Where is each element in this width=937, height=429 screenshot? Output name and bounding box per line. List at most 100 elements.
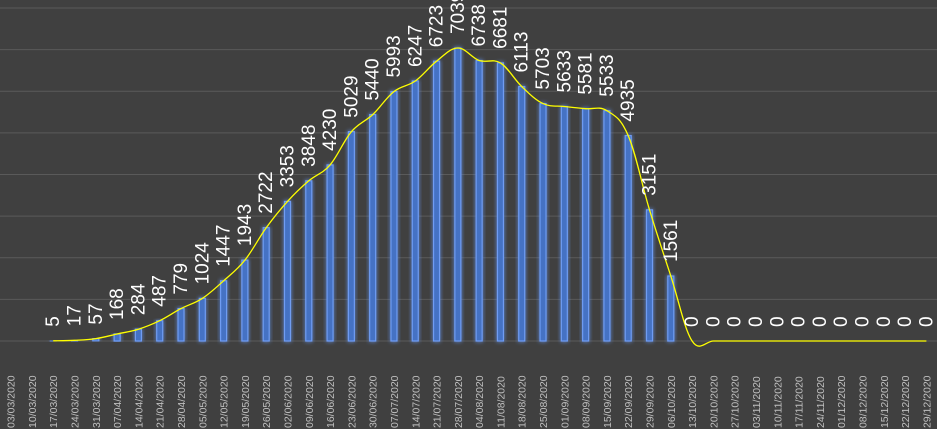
- x-tick-label: 07/07/2020: [389, 375, 401, 428]
- x-tick-label: 11/08/2020: [495, 376, 507, 428]
- data-label: 6247: [405, 25, 426, 67]
- x-tick-label: 03/03/2020: [6, 375, 18, 428]
- x-tick-label: 21/07/2020: [432, 375, 444, 428]
- data-label: 3353: [278, 145, 299, 187]
- x-tick-label: 31/03/2020: [91, 375, 103, 428]
- bar: [390, 90, 398, 342]
- x-tick-label: 10/11/2020: [772, 376, 784, 428]
- x-tick-label: 27/10/2020: [730, 375, 742, 428]
- bars: [49, 47, 675, 342]
- data-label: 5533: [597, 54, 618, 96]
- bar: [177, 307, 185, 342]
- bar: [454, 47, 462, 342]
- x-tick-label: 20/10/2020: [708, 375, 720, 428]
- data-label: 5581: [576, 52, 597, 94]
- data-label: 4935: [618, 79, 639, 121]
- bar: [134, 328, 143, 342]
- bar: [283, 200, 292, 342]
- x-tick-label: 06/10/2020: [666, 375, 678, 428]
- x-tick-label: 09/06/2020: [304, 375, 316, 428]
- data-label: 6113: [512, 32, 533, 73]
- data-label: 17: [64, 305, 85, 326]
- data-label: 779: [171, 263, 192, 295]
- bar: [198, 297, 206, 342]
- data-label: 0: [682, 316, 703, 327]
- bar: [156, 320, 164, 342]
- x-tick-label: 24/03/2020: [70, 375, 82, 428]
- x-tick-label: 22/12/2020: [900, 375, 912, 428]
- x-tick-label: 28/07/2020: [453, 375, 465, 428]
- data-label: 0: [831, 316, 852, 327]
- x-tick-label: 26/05/2020: [261, 375, 273, 428]
- x-tick-label: 08/12/2020: [858, 375, 870, 428]
- data-label: 4230: [320, 109, 341, 151]
- data-label: 284: [128, 283, 149, 315]
- x-tick-label: 24/11/2020: [815, 376, 827, 428]
- x-tick-label: 23/06/2020: [346, 375, 358, 428]
- bar: [582, 108, 590, 342]
- data-label: 5440: [363, 58, 384, 100]
- x-tick-label: 01/09/2020: [559, 375, 571, 428]
- bar: [241, 259, 249, 342]
- bar: [411, 80, 419, 342]
- x-tick-label: 21/04/2020: [155, 375, 167, 428]
- data-label: 6738: [469, 4, 490, 46]
- bar: [475, 59, 483, 342]
- bar: [220, 280, 228, 342]
- trend-line: [53, 47, 927, 347]
- bar: [518, 85, 526, 342]
- x-tick-label: 25/08/2020: [538, 375, 550, 428]
- bar: [624, 134, 632, 342]
- x-tick-label: 14/07/2020: [410, 375, 422, 428]
- x-tick-label: 10/03/2020: [27, 375, 39, 428]
- bar: [539, 103, 547, 342]
- x-tick-label: 29/12/2020: [921, 375, 933, 428]
- data-label: 57: [86, 303, 107, 324]
- data-label: 5633: [554, 50, 575, 92]
- bar: [645, 209, 654, 342]
- data-label: 7039: [448, 0, 469, 34]
- trend-line-group: [53, 47, 927, 347]
- gridlines: [0, 7, 937, 342]
- x-tick-label: 14/04/2020: [133, 375, 145, 428]
- bar: [305, 180, 313, 342]
- bar: [326, 164, 334, 342]
- x-tick-label: 08/09/2020: [581, 375, 593, 428]
- data-label: 1024: [192, 242, 213, 285]
- x-tick-label: 01/12/2020: [836, 375, 848, 428]
- x-tick-label: 04/08/2020: [474, 375, 486, 428]
- bar: [667, 275, 675, 342]
- bar: [369, 113, 377, 342]
- x-tick-label: 05/05/2020: [197, 375, 209, 428]
- x-tick-label: 17/11/2020: [794, 376, 806, 428]
- data-label: 0: [916, 316, 937, 327]
- x-tick-label: 03/11/2020: [751, 376, 763, 428]
- x-tick-label: 30/06/2020: [368, 375, 380, 428]
- data-label: 168: [107, 288, 128, 320]
- x-tick-label: 19/05/2020: [240, 375, 252, 428]
- data-label: 0: [874, 316, 895, 327]
- data-label: 0: [703, 316, 724, 327]
- x-tick-label: 22/09/2020: [623, 375, 635, 428]
- data-label: 5703: [533, 47, 554, 89]
- data-label: 2722: [256, 171, 277, 213]
- x-tick-label: 13/10/2020: [687, 375, 699, 428]
- data-label: 5993: [384, 35, 405, 77]
- data-label: 0: [789, 316, 810, 327]
- data-label: 0: [746, 316, 767, 327]
- x-tick-label: 02/06/2020: [283, 375, 295, 428]
- bar: [560, 105, 568, 342]
- data-label: 0: [767, 316, 788, 327]
- bar: [496, 62, 505, 342]
- x-tick-label: 29/09/2020: [645, 375, 657, 428]
- x-tick-label: 17/03/2020: [48, 375, 60, 428]
- bar: [347, 131, 355, 342]
- x-tick-label: 16/06/2020: [325, 375, 337, 428]
- bar: [262, 227, 270, 342]
- data-label: 6681: [490, 7, 511, 49]
- data-label: 3848: [299, 125, 320, 167]
- data-label: 0: [725, 316, 746, 327]
- x-axis-tick-labels: 03/03/2020 10/03/2020 17/03/2020 24/03/2020…: [6, 375, 934, 428]
